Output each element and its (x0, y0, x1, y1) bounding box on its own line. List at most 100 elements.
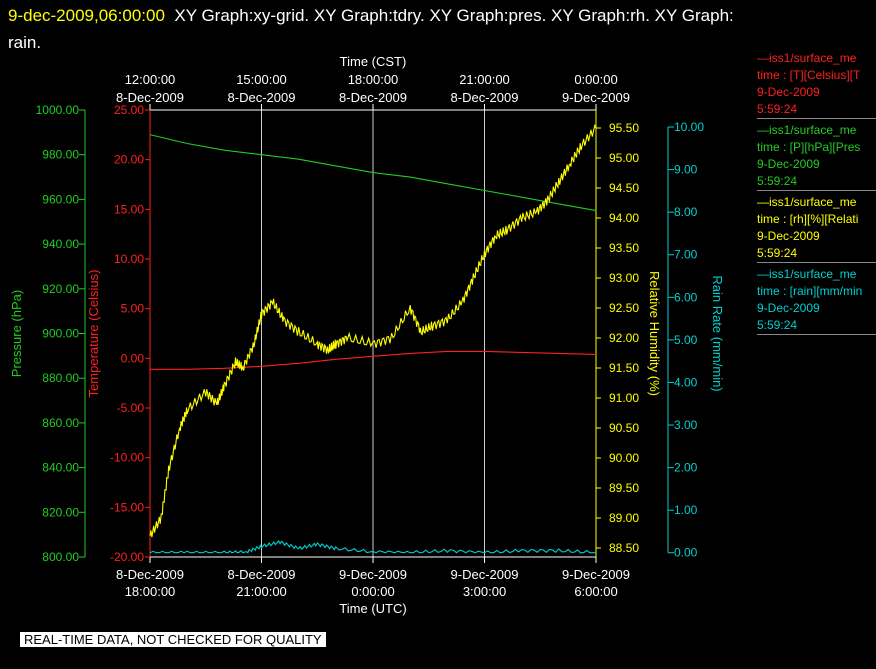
humidity-tick-label: 89.00 (609, 511, 639, 525)
temperature-tick-label: -20.00 (110, 550, 144, 564)
x-tick-label-top-date: 8-Dec-2009 (116, 90, 184, 105)
humidity-tick-label: 95.00 (609, 151, 639, 165)
temperature-tick-label: -5.00 (117, 401, 145, 415)
x-tick-label-bottom-date: 8-Dec-2009 (116, 567, 184, 582)
humidity-tick-label: 90.50 (609, 421, 639, 435)
humidity-tick-label: 92.00 (609, 331, 639, 345)
humidity-tick-label: 88.50 (609, 541, 639, 555)
temperature-tick-label: -15.00 (110, 500, 144, 514)
x-tick-label-top-time: 18:00:00 (348, 72, 399, 87)
x-axis-label-top: Time (CST) (340, 54, 407, 69)
temperature-tick-label: -10.00 (110, 451, 144, 465)
rain-tick-label: 7.00 (674, 248, 698, 262)
legend-line: —iss1/surface_me (757, 51, 857, 65)
rain-series-line (149, 539, 596, 554)
legend-field: time : [T][Celsius][T (757, 68, 861, 82)
rain-tick-label: 1.00 (674, 503, 698, 517)
temperature-tick-label: 20.00 (114, 153, 144, 167)
legend-line: —iss1/surface_me (757, 195, 857, 209)
humidity-tick-label: 95.50 (609, 121, 639, 135)
temperature-tick-label: 5.00 (121, 302, 145, 316)
pressure-tick-label: 880.00 (42, 371, 79, 385)
rain-tick-label: 8.00 (674, 205, 698, 219)
humidity-tick-label: 94.00 (609, 211, 639, 225)
x-tick-label-bottom-time: 3:00:00 (463, 584, 506, 599)
pressure-series-line (149, 134, 597, 212)
rain-tick-label: 5.00 (674, 333, 698, 347)
rain-axis-label: Rain Rate (mm/min) (710, 275, 725, 391)
x-tick-label-top-date: 8-Dec-2009 (228, 90, 296, 105)
legend-time: 5:59:24 (757, 246, 798, 260)
legend-time: 5:59:24 (757, 174, 798, 188)
x-tick-label-top-date: 8-Dec-2009 (339, 90, 407, 105)
legend-date: 9-Dec-2009 (757, 229, 820, 243)
quality-disclaimer: REAL-TIME DATA, NOT CHECKED FOR QUALITY (20, 632, 326, 647)
humidity-tick-label: 93.00 (609, 271, 639, 285)
header-graphs-cont: rain. (8, 33, 42, 52)
rain-tick-label: 9.00 (674, 163, 698, 177)
humidity-series-line (149, 123, 597, 538)
humidity-tick-label: 91.50 (609, 361, 639, 375)
x-tick-label-bottom-time: 21:00:00 (236, 584, 287, 599)
legend-time: 5:59:24 (757, 318, 798, 332)
legend-date: 9-Dec-2009 (757, 157, 820, 171)
temperature-tick-label: 25.00 (114, 103, 144, 117)
humidity-axis-label: Relative Humidity (%) (647, 271, 662, 396)
rain-tick-label: 2.00 (674, 461, 698, 475)
humidity-tick-label: 92.50 (609, 301, 639, 315)
x-tick-label-top-time: 0:00:00 (574, 72, 617, 87)
x-tick-label-bottom-time: 18:00:00 (125, 584, 176, 599)
x-tick-label-top-time: 15:00:00 (236, 72, 287, 87)
pressure-tick-label: 860.00 (42, 416, 79, 430)
x-tick-label-bottom-date: 9-Dec-2009 (562, 567, 630, 582)
x-tick-label-bottom-date: 8-Dec-2009 (228, 567, 296, 582)
rain-tick-label: 4.00 (674, 375, 698, 389)
temperature-tick-label: 0.00 (121, 351, 145, 365)
pressure-tick-label: 940.00 (42, 237, 79, 251)
header-datetime: 9-dec-2009,06:00:00 (8, 6, 165, 25)
legend-date: 9-Dec-2009 (757, 85, 820, 99)
rain-tick-label: 3.00 (674, 418, 698, 432)
temperature-tick-label: 15.00 (114, 202, 144, 216)
legend-field: time : [rain][mm/min (757, 284, 863, 298)
humidity-tick-label: 91.00 (609, 391, 639, 405)
legend-field: time : [P][hPa][Pres (757, 140, 861, 154)
pressure-tick-label: 980.00 (42, 148, 79, 162)
legend-date: 9-Dec-2009 (757, 301, 820, 315)
pressure-tick-label: 900.00 (42, 327, 79, 341)
x-tick-label-top-date: 8-Dec-2009 (451, 90, 519, 105)
pressure-axis-label: Pressure (hPa) (9, 290, 24, 377)
humidity-tick-label: 90.00 (609, 451, 639, 465)
temperature-axis-label: Temperature (Celsius) (86, 270, 101, 398)
humidity-tick-label: 89.50 (609, 481, 639, 495)
x-tick-label-bottom-date: 9-Dec-2009 (451, 567, 519, 582)
x-tick-label-bottom-date: 9-Dec-2009 (339, 567, 407, 582)
legend-time: 5:59:24 (757, 102, 798, 116)
header-graphs: XY Graph:xy-grid. XY Graph:tdry. XY Grap… (174, 6, 734, 25)
rain-tick-label: 0.00 (674, 546, 698, 560)
pressure-tick-label: 920.00 (42, 282, 79, 296)
rain-tick-label: 6.00 (674, 290, 698, 304)
pressure-tick-label: 960.00 (42, 192, 79, 206)
temperature-tick-label: 10.00 (114, 252, 144, 266)
x-tick-label-bottom-time: 0:00:00 (351, 584, 394, 599)
legend-field: time : [rh][%][Relati (757, 212, 859, 226)
pressure-tick-label: 840.00 (42, 461, 79, 475)
temperature-series-line (150, 350, 597, 370)
pressure-tick-label: 820.00 (42, 505, 79, 519)
x-tick-label-top-time: 12:00:00 (125, 72, 176, 87)
x-tick-label-top-time: 21:00:00 (459, 72, 510, 87)
x-tick-label-top-date: 9-Dec-2009 (562, 90, 630, 105)
rain-tick-label: 10.00 (674, 120, 704, 134)
pressure-tick-label: 800.00 (42, 550, 79, 564)
humidity-tick-label: 94.50 (609, 181, 639, 195)
header-title: 9-dec-2009,06:00:00 XY Graph:xy-grid. XY… (8, 2, 868, 56)
legend-line: —iss1/surface_me (757, 123, 857, 137)
legend-line: —iss1/surface_me (757, 267, 857, 281)
pressure-tick-label: 1000.00 (36, 103, 80, 117)
